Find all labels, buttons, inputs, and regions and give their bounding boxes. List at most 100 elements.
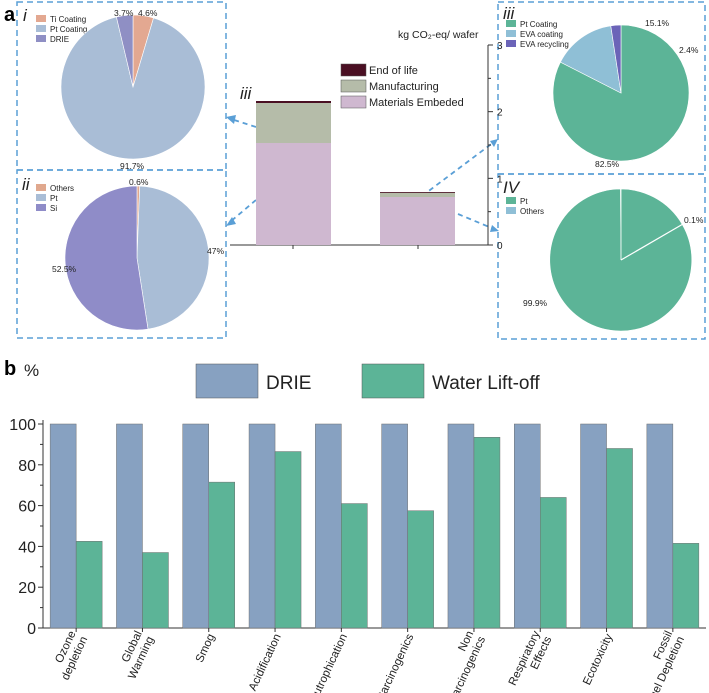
- bar-b-y-tick-label: 60: [18, 499, 36, 516]
- stacked-y-tick-label: 0: [497, 241, 503, 252]
- bar-b-category-label: Carcinogenics: [375, 632, 417, 693]
- pie-iii-legend-swatch: [506, 40, 516, 47]
- stacked-bar-chart: iii kg CO₂-eq/ wafer 0 1 2 3 End of life Manufa…: [230, 29, 503, 252]
- pie-iv-legend-label: Others: [520, 207, 544, 216]
- bar-b-category-label: Fossilfuel Depletion: [635, 629, 687, 693]
- pie-iii-slice: [610, 24, 622, 94]
- stacked-y-tick-label: 3: [497, 41, 503, 52]
- stacked-ylabel: kg CO₂-eq/ wafer: [398, 29, 479, 41]
- bar-b-category-line: Carcinogenics: [375, 632, 417, 693]
- pie-i-value-label: 91.7%: [120, 161, 145, 171]
- bar-b-bar: [672, 543, 700, 629]
- pie-i-legend-swatch: [36, 15, 46, 22]
- bar-b-bar: [116, 423, 143, 629]
- bar-b-category-line: Ecotoxicity: [581, 632, 615, 687]
- stacked-bar-segment: [380, 192, 455, 193]
- arrow-to-pie-ii: [229, 199, 257, 223]
- bar-b-y-tick-label: 40: [18, 539, 36, 556]
- stacked-legend-label: End of life: [369, 65, 418, 77]
- pie-iii-legend-label: EVA recycling: [520, 40, 569, 49]
- bar-b-category-text: Acidification: [247, 632, 284, 693]
- bar-b-category-text: Carcinogenics: [375, 632, 417, 693]
- pie-i-legend-swatch: [36, 35, 46, 42]
- stacked-legend-swatch: [340, 63, 367, 77]
- pie-i-value-label: 3.7%: [114, 8, 134, 18]
- bar-b-category-text: GlobalWarming: [115, 629, 157, 681]
- bar-b-category-text: Smog: [194, 632, 218, 664]
- bar-b-y-tick-label: 20: [18, 580, 36, 597]
- pie-iii-value-label: 82.5%: [595, 159, 620, 169]
- arrow-head-i: [226, 115, 236, 124]
- bar-b-category-text: Ozonedepletion: [48, 629, 90, 682]
- bar-b-bar: [315, 423, 342, 629]
- arrow-head-ii: [226, 217, 236, 226]
- pie-ii-legend-label: Pt: [50, 194, 58, 203]
- bar-b-category-label: Ecotoxicity: [581, 632, 615, 687]
- stacked-bar-segment: [256, 101, 331, 103]
- bar-b-category-text: Eutrophication: [308, 632, 350, 693]
- bar-b-legend-swatch: [361, 363, 425, 399]
- pie-ii-value-label: 0.6%: [129, 177, 149, 187]
- bar-b-bar: [407, 510, 434, 629]
- stacked-bar-segment: [380, 197, 455, 245]
- bar-b-bar: [473, 437, 501, 629]
- stacked-legend-label: Manufacturing: [369, 81, 439, 93]
- pie-i-slice: [60, 16, 206, 160]
- bar-b-category-text: Fossilfuel Depletion: [635, 629, 687, 693]
- arrow-to-pie-iv: [457, 213, 495, 230]
- pie-ii-legend-swatch: [36, 204, 46, 211]
- bar-b-category-label: Acidification: [247, 632, 284, 693]
- bar-b-y-tick-label: 0: [27, 621, 36, 638]
- panel-label-a: a: [4, 4, 16, 26]
- pie-i-legend-label: Pt Coating: [50, 25, 87, 34]
- bar-b-category-text: NonCarcinogenics: [435, 629, 489, 693]
- pie-iv-divider: [620, 223, 684, 261]
- bar-b-bar: [274, 451, 302, 629]
- bar-b-bar: [381, 423, 408, 629]
- pie-ii-legend-label: Si: [50, 204, 57, 213]
- stacked-bar-segment: [380, 192, 455, 197]
- bar-b-bar: [540, 497, 567, 629]
- bar-b-category-line: Acidification: [247, 632, 284, 693]
- bar-b-y-tick-label: 80: [18, 458, 36, 475]
- arrow-to-pie-i: [230, 118, 257, 128]
- pie-iii-value-label: 2.4%: [679, 45, 699, 55]
- pie-iv-roman: IV: [503, 178, 521, 197]
- impact-bar-chart: % DRIE Water Lift-off 0 20 40 60 80 100 Ozonedepl…: [9, 361, 706, 693]
- bar-b-y-tick-label: 100: [9, 417, 36, 434]
- bar-b-legend-label: Water Lift-off: [432, 373, 540, 394]
- pie-ii-slice: [136, 185, 210, 330]
- bar-b-bar: [514, 423, 541, 629]
- bar-b-category-text: Ecotoxicity: [581, 632, 615, 687]
- pie-ii-frame: [16, 169, 227, 339]
- bar-b-bar: [447, 423, 475, 629]
- pie-iv-legend-swatch: [506, 207, 516, 214]
- stacked-legend-swatch: [340, 79, 367, 93]
- stacked-y-tick-label: 1: [497, 174, 503, 185]
- bar-b-bar: [646, 423, 674, 629]
- bar-b-category-label: Smog: [194, 632, 218, 664]
- bar-b-category-label: Ozonedepletion: [48, 629, 90, 682]
- pie-i-legend-label: Ti Coating: [50, 15, 86, 24]
- pie-iii-legend-label: EVA coating: [520, 30, 563, 39]
- stacked-y-tick-label: 2: [497, 108, 503, 119]
- bar-b-category-line: Eutrophication: [308, 632, 350, 693]
- pie-iii-legend-swatch: [506, 20, 516, 27]
- bar-b-bar: [49, 423, 77, 629]
- connector-arrows: [229, 118, 495, 230]
- pie-iv-value-label: 99.9%: [523, 298, 548, 308]
- bar-b-bar: [75, 541, 103, 629]
- pie-i-legend-swatch: [36, 25, 46, 32]
- bar-b-category-label: Eutrophication: [308, 632, 350, 693]
- pie-iii-roman: iii: [503, 4, 516, 23]
- bar-b-ylabel: %: [24, 361, 39, 380]
- pie-ii-value-label: 47%: [207, 246, 224, 256]
- bar-b-category-label: GlobalWarming: [115, 629, 157, 681]
- pie-iv-legend-swatch: [506, 197, 516, 204]
- bar-b-bar: [606, 448, 633, 629]
- bar-b-bar: [182, 423, 209, 629]
